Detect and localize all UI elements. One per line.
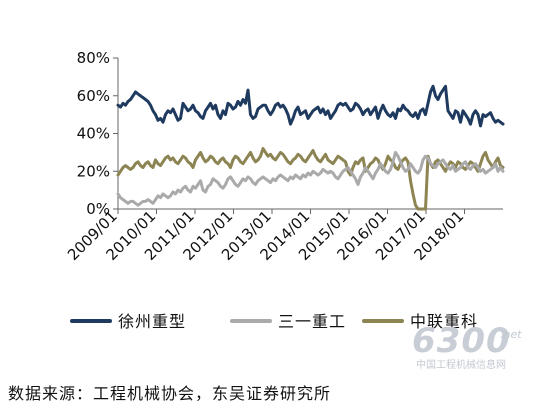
source-note: 数据来源：工程机械协会，东吴证券研究所 (8, 384, 332, 403)
series-line-3 (116, 147, 505, 211)
y-tick-label: 40% (77, 125, 110, 143)
legend-label-1: 徐州重型 (118, 312, 186, 331)
series-lines (116, 84, 505, 211)
series-line-1 (116, 84, 505, 128)
watermark-logo-text: 6300 (412, 321, 511, 361)
watermark: 6300 .net 中国工程机械信息网 (412, 321, 522, 371)
watermark-site-name: 中国工程机械信息网 (416, 358, 506, 371)
y-tick-label: 20% (77, 162, 110, 180)
x-axis-ticks: 2009/012010/012011/012012/012013/012014/… (64, 207, 467, 264)
line-chart: 0% 20% 40% 60% 80% 2009/012010/012011/012012… (64, 49, 522, 371)
y-tick-label: 0% (86, 200, 110, 218)
legend: 徐州重型 三一重工 中联重科 (70, 312, 478, 331)
watermark-net-text: .net (500, 328, 522, 341)
y-tick-label: 60% (77, 87, 110, 105)
y-axis-ticks: 0% 20% 40% 60% 80% (77, 49, 118, 218)
legend-label-2: 三一重工 (278, 312, 346, 331)
series-line-2 (116, 150, 505, 207)
legend-label-3: 中联重科 (410, 312, 478, 331)
y-tick-label: 80% (77, 49, 110, 67)
